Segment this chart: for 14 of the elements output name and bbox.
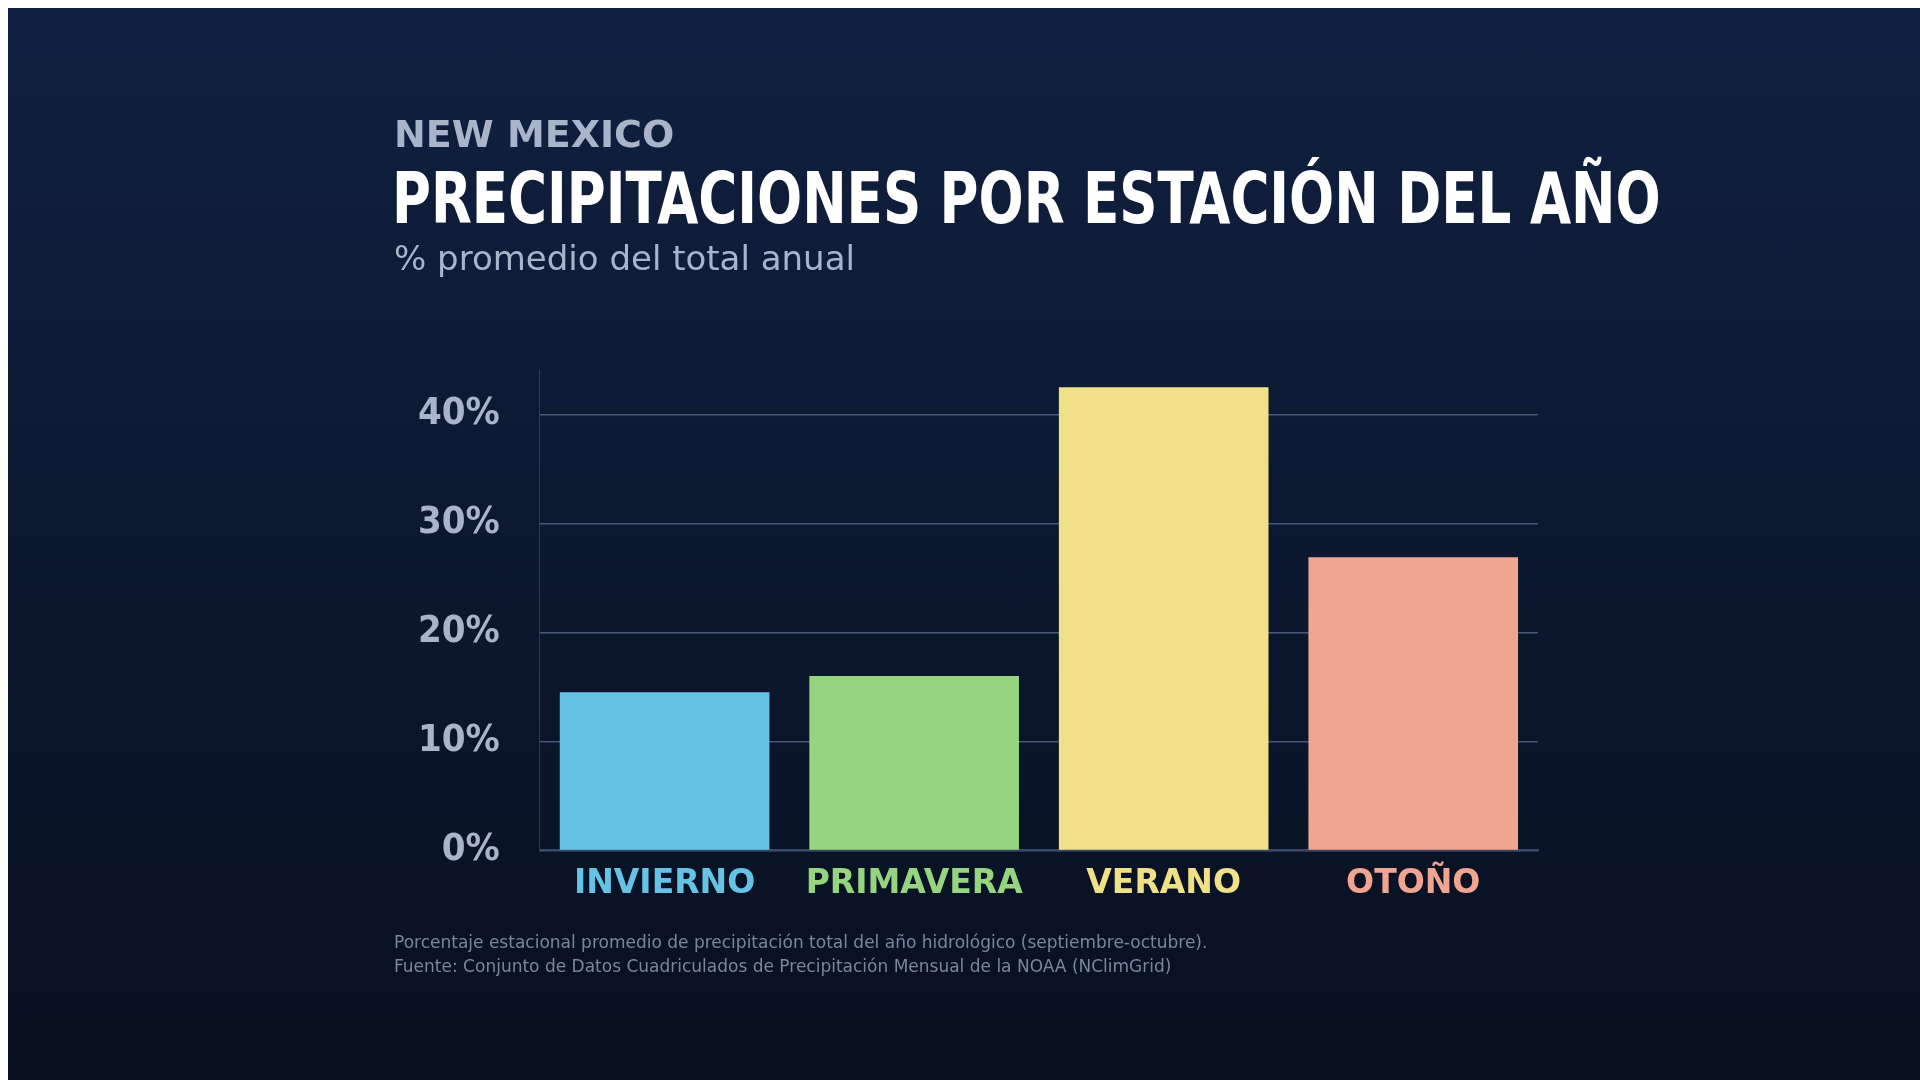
x-tick-label: PRIMAVERA	[805, 861, 1024, 901]
source-note: Fuente: Conjunto de Datos Cuadriculados de Precipitación Mensual de la NOAA (NClimGrid)	[394, 955, 1173, 978]
y-tick-label: 10%	[418, 716, 500, 761]
x-tick-label: OTOÑO	[1346, 860, 1481, 901]
x-tick-label: INVIERNO	[573, 861, 756, 901]
x-tick-label: VERANO	[1086, 861, 1242, 901]
text: Porcentaje estacional promedio de precipitación total del año hidrológico (septiembre-octubre).	[394, 931, 1208, 954]
y-axis-title: % promedio del total anual	[394, 238, 855, 278]
y-tick-label: 0%	[441, 825, 500, 870]
y-tick-label: 30%	[418, 498, 500, 543]
y-tick-label: 20%	[418, 607, 500, 652]
chart-title: PRECIPITACIONES POR ESTACIÓN DEL AÑO	[392, 156, 1661, 240]
y-tick-label: 40%	[418, 389, 500, 434]
chart-subtitle: NEW MEXICO	[394, 112, 675, 156]
